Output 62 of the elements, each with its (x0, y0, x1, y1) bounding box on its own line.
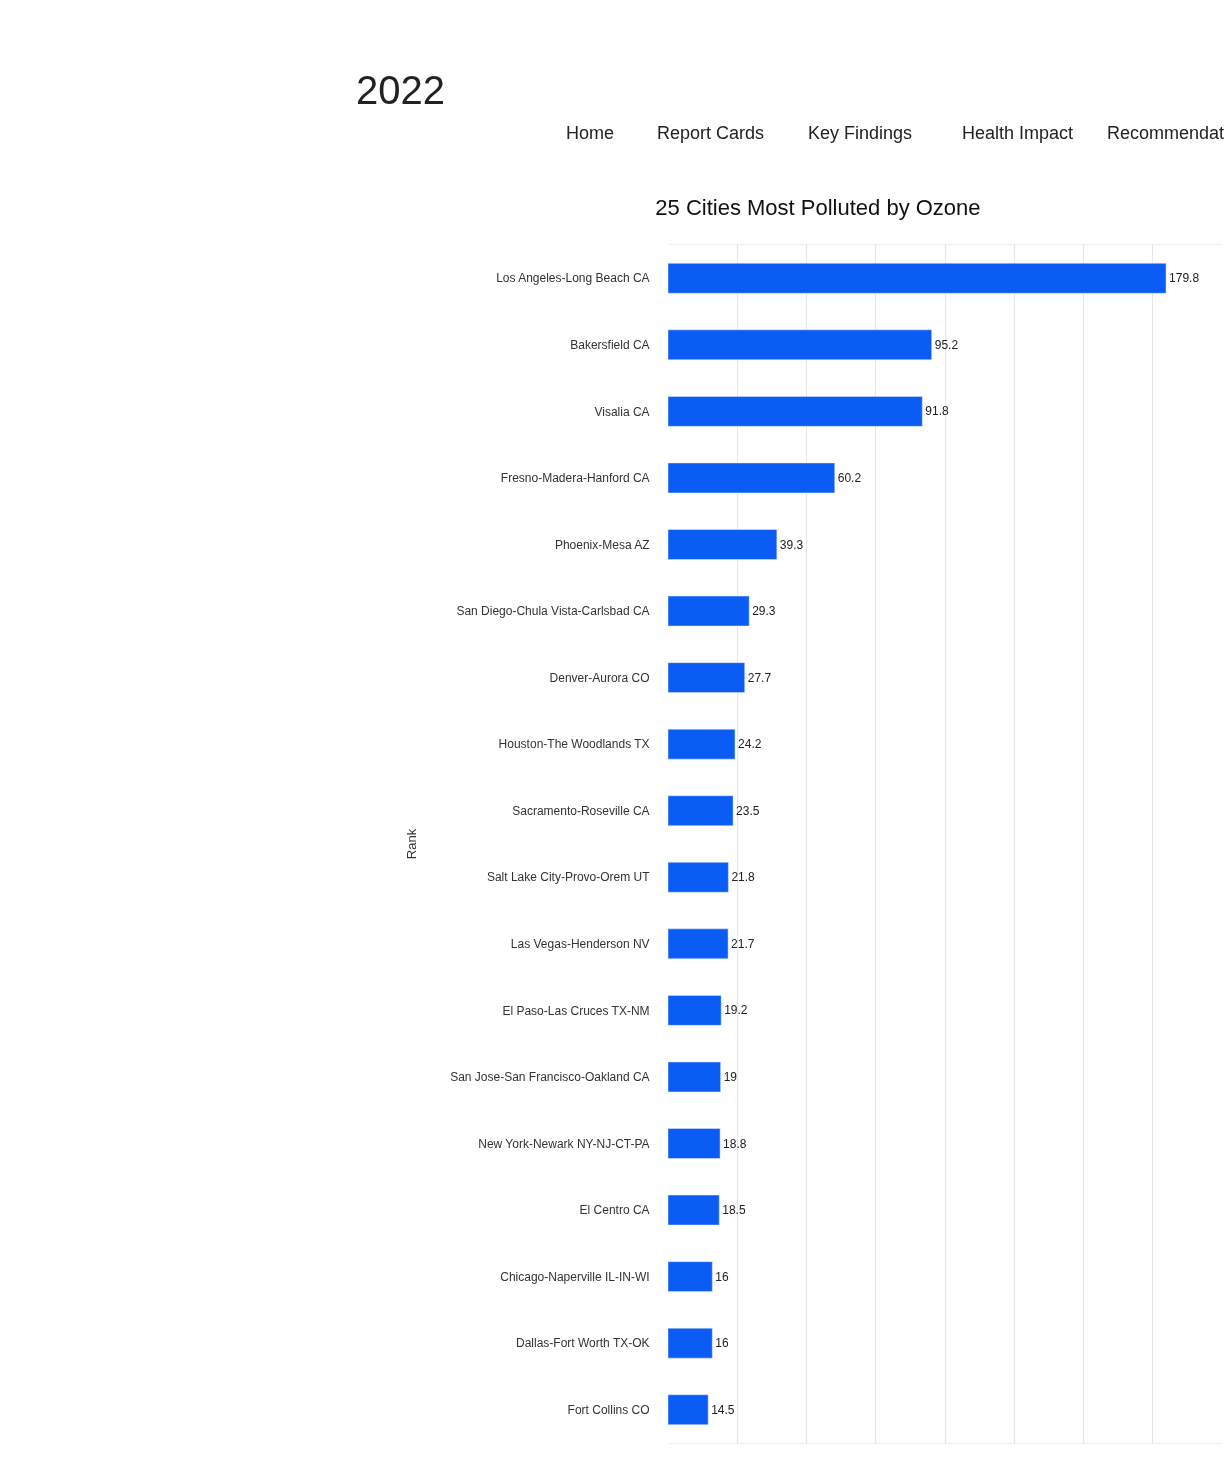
y-tick-label: Phoenix-Mesa AZ (554, 537, 650, 552)
y-tick-label: El Centro CA (579, 1203, 650, 1218)
bar (668, 1061, 721, 1093)
data-label: 27.7 (747, 670, 772, 685)
y-tick-label: Chicago-Naperville IL-IN-WI (500, 1269, 650, 1284)
bar (668, 529, 778, 560)
bar (668, 995, 722, 1026)
data-label: 91.8 (925, 404, 949, 419)
text: Recommendat (1107, 123, 1225, 143)
bar (668, 1327, 713, 1359)
bar (668, 1394, 709, 1425)
y-tick-label: Fort Collins CO (567, 1402, 650, 1417)
y-tick-label: Salt Lake City-Provo-Orem UT (486, 870, 651, 885)
y-tick-label: Denver-Aurora CO (549, 670, 650, 685)
bar (668, 795, 734, 826)
text: Key Findings (808, 123, 913, 143)
data-label: 60.2 (837, 470, 862, 485)
bar (668, 1128, 721, 1159)
bar (668, 1194, 720, 1226)
y-axis-title: Rank (404, 828, 420, 860)
y-tick-label: Las Vegas-Henderson NV (510, 937, 650, 952)
chart-title: 25 Cities Most Polluted by Ozone (655, 194, 981, 220)
y-tick-label: El Paso-Las Cruces TX-NM (502, 1003, 650, 1018)
y-tick-label: Houston-The Woodlands TX (498, 737, 650, 752)
data-label: 18.5 (722, 1203, 746, 1218)
data-label: 23.5 (736, 803, 760, 818)
data-label: 21.7 (731, 936, 755, 951)
data-label: 16 (715, 1269, 729, 1284)
y-tick-label: San Jose-San Francisco-Oakland CA (450, 1070, 650, 1085)
text: 2022 (356, 68, 445, 112)
y-tick-label: San Diego-Chula Vista-Carlsbad CA (456, 604, 650, 619)
text: Home (566, 123, 615, 143)
bar (668, 329, 932, 361)
data-label: 21.8 (731, 870, 756, 885)
text: Report Cards (657, 123, 765, 143)
bar (668, 263, 1167, 294)
bar (668, 462, 835, 494)
data-label: 19.2 (724, 1003, 748, 1018)
bar (668, 862, 729, 893)
data-label: 179.8 (1169, 271, 1200, 286)
y-tick-label: Dallas-Fort Worth TX-OK (516, 1336, 650, 1351)
data-label: 29.3 (752, 604, 776, 619)
text: Health Impact (962, 123, 1074, 143)
y-tick-label: Sacramento-Roseville CA (512, 803, 650, 818)
data-label: 14.5 (711, 1402, 735, 1417)
bar (668, 728, 736, 760)
y-tick-label: Fresno-Madera-Hanford CA (500, 471, 650, 486)
y-tick-label: Los Angeles-Long Beach CA (496, 271, 650, 286)
bar (668, 662, 745, 693)
bar (668, 1261, 713, 1292)
y-tick-label: Visalia CA (594, 404, 650, 419)
data-label: 16 (715, 1336, 729, 1351)
y-tick-label: Bakersfield CA (570, 338, 650, 353)
data-label: 19 (723, 1069, 738, 1084)
bar (668, 928, 729, 960)
y-tick-label: New York-Newark NY-NJ-CT-PA (478, 1136, 650, 1151)
data-label: 24.2 (738, 737, 762, 752)
bar (668, 396, 923, 427)
data-label: 95.2 (934, 337, 959, 352)
data-label: 39.3 (779, 537, 804, 552)
data-label: 18.8 (723, 1136, 747, 1151)
bar (668, 595, 750, 627)
